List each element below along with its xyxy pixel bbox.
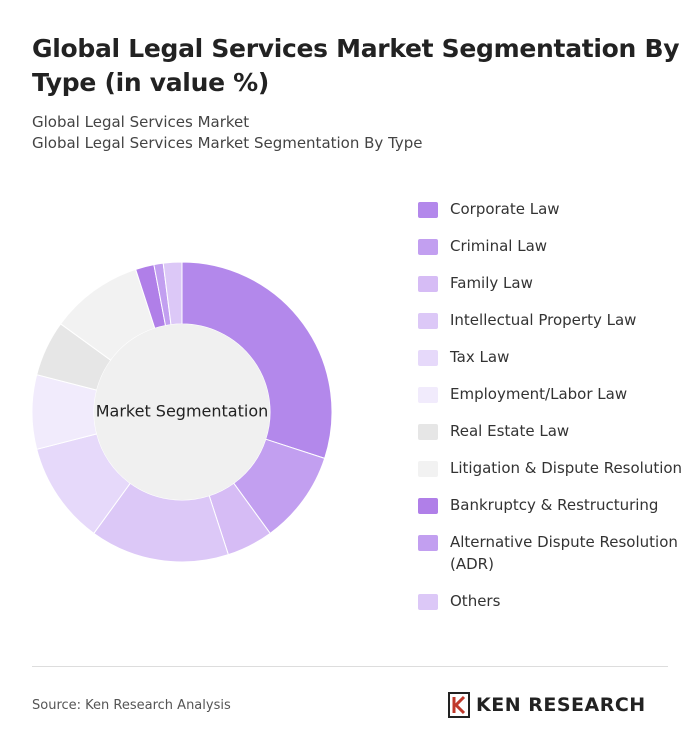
legend-swatch [418, 350, 438, 366]
legend-label: Litigation & Dispute Resolution [450, 459, 683, 477]
legend-item: Corporate Law [418, 198, 688, 220]
center-label: Market Segmentation [96, 402, 269, 421]
legend-item: Bankruptcy & Restructuring [418, 494, 688, 516]
chart-title: Global Legal Services Market Segmentatio… [32, 34, 680, 97]
legend-item: Others [418, 590, 688, 612]
legend-item: Employment/Labor Law [418, 383, 688, 405]
legend-label: Alternative Dispute Resolution (ADR) [450, 533, 678, 573]
legend-swatch [418, 313, 438, 329]
legend-label: Tax Law [450, 348, 510, 366]
donut-chart: Market Segmentation [31, 261, 333, 563]
legend-swatch [418, 461, 438, 477]
legend-swatch [418, 276, 438, 292]
legend-item: Criminal Law [418, 235, 688, 257]
logo-icon [448, 692, 470, 718]
legend-item: Litigation & Dispute Resolution [418, 457, 688, 479]
brand-logo: KEN RESEARCH [448, 692, 646, 718]
legend-swatch [418, 202, 438, 218]
legend-label: Criminal Law [450, 237, 548, 255]
legend: Corporate Law Criminal Law Family Law Intel… [418, 198, 688, 627]
legend-item: Tax Law [418, 346, 688, 368]
legend-label: Real Estate Law [450, 422, 570, 440]
legend-swatch [418, 239, 438, 255]
donut-hole [94, 324, 270, 500]
legend-label: Intellectual Property Law [450, 311, 637, 329]
legend-swatch [418, 594, 438, 610]
divider [32, 666, 668, 667]
legend-label: Corporate Law [450, 200, 560, 218]
legend-item: Intellectual Property Law [418, 309, 688, 331]
subtitle: Global Legal Services Market [32, 113, 250, 131]
legend-item: Real Estate Law [418, 420, 688, 442]
legend-item: Alternative Dispute Resolution (ADR) [418, 531, 688, 575]
legend-swatch [418, 424, 438, 440]
brand-name: KEN RESEARCH [476, 694, 646, 716]
source: Source: Ken Research Analysis [32, 698, 231, 713]
legend-label: Employment/Labor Law [450, 385, 628, 403]
legend-swatch [418, 387, 438, 403]
legend-item: Family Law [418, 272, 688, 294]
legend-label: Bankruptcy & Restructuring [450, 496, 659, 514]
subtitle: Global Legal Services Market Segmentatio… [32, 134, 423, 152]
legend-swatch [418, 535, 438, 551]
legend-label: Family Law [450, 274, 533, 292]
legend-label: Others [450, 592, 501, 610]
legend-swatch [418, 498, 438, 514]
